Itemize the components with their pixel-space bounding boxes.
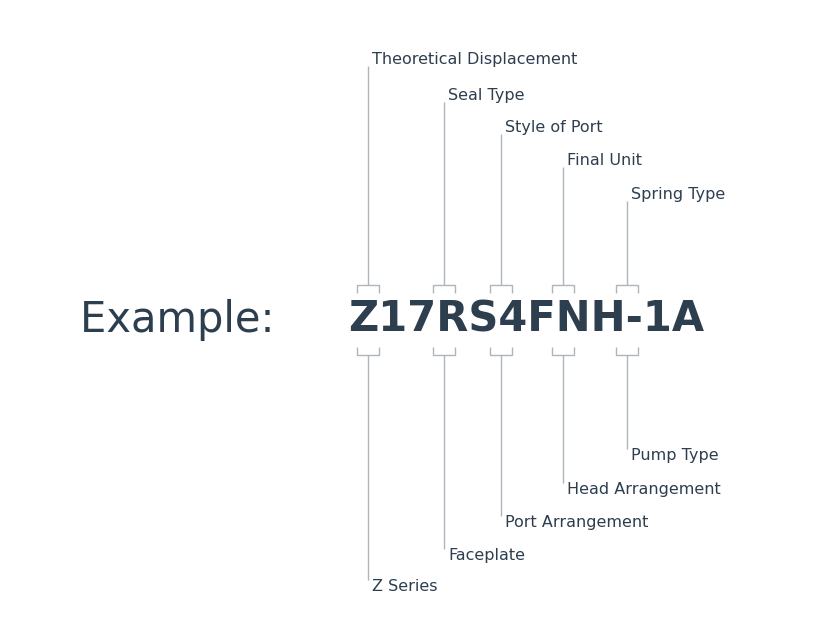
Text: Example:: Example: (80, 299, 288, 341)
Text: Faceplate: Faceplate (448, 548, 525, 563)
Text: Z Series: Z Series (372, 579, 437, 594)
Text: Z17RS4FNH-1A: Z17RS4FNH-1A (348, 299, 704, 341)
Text: Style of Port: Style of Port (505, 120, 603, 135)
Text: Head Arrangement: Head Arrangement (567, 482, 721, 497)
Text: Final Unit: Final Unit (567, 153, 642, 168)
Text: Port Arrangement: Port Arrangement (505, 515, 649, 530)
Text: Spring Type: Spring Type (631, 187, 725, 202)
Text: Seal Type: Seal Type (448, 88, 525, 103)
Text: Pump Type: Pump Type (631, 448, 719, 463)
Text: Theoretical Displacement: Theoretical Displacement (372, 52, 578, 67)
